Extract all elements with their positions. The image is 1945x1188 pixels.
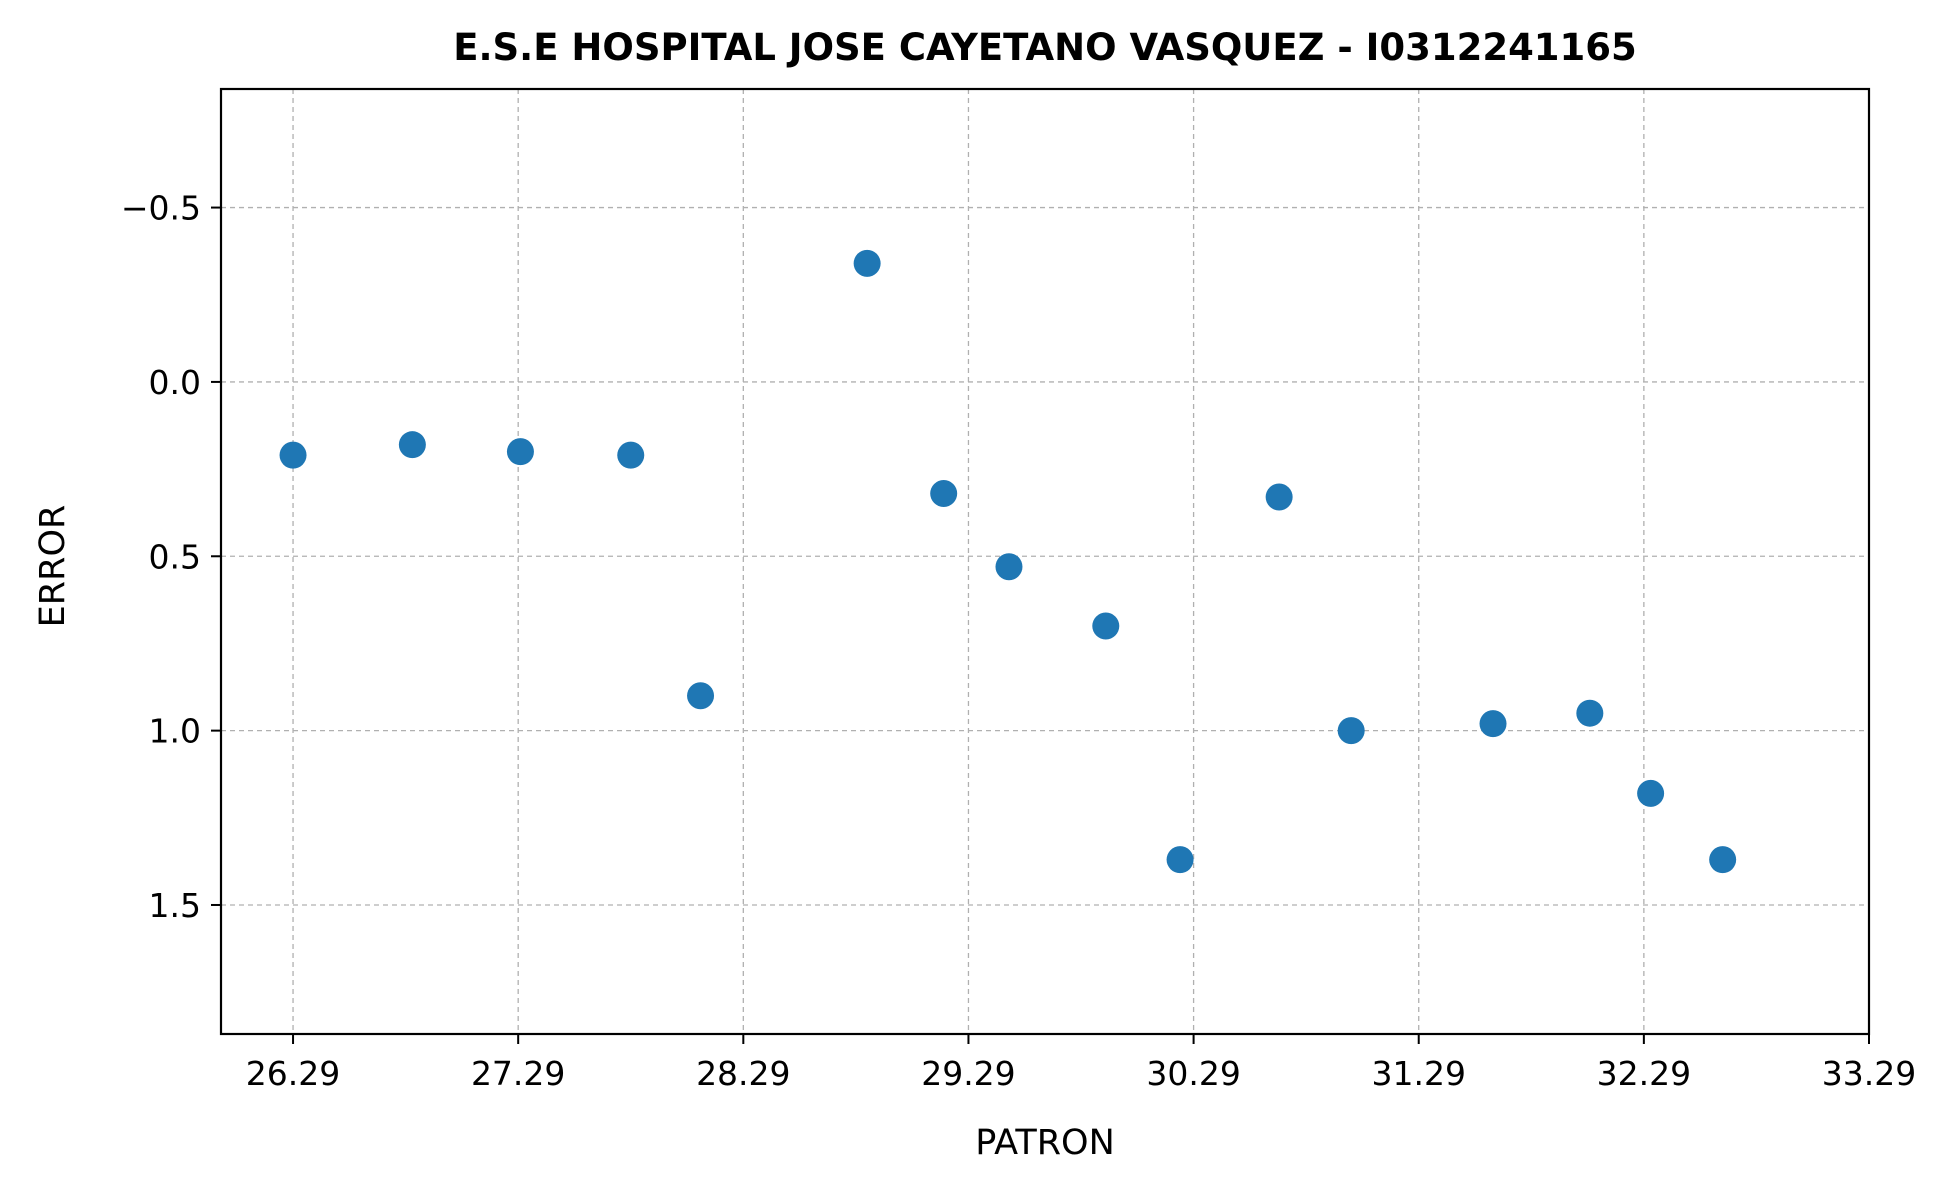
x-tick-label: 28.29 bbox=[696, 1054, 790, 1093]
x-tick-label: 33.29 bbox=[1822, 1054, 1916, 1093]
x-axis: 26.29 27.29 28.29 29.29 30.29 31.29 32.29 33.29 bbox=[246, 1034, 1916, 1093]
x-tick-label: 29.29 bbox=[921, 1054, 1015, 1093]
data-point bbox=[398, 431, 426, 459]
data-point bbox=[1166, 846, 1194, 874]
data-point bbox=[687, 682, 715, 710]
x-tick-label: 32.29 bbox=[1597, 1054, 1691, 1093]
y-tick-label: 1.5 bbox=[149, 886, 201, 925]
data-point bbox=[853, 249, 881, 277]
chart-title: E.S.E HOSPITAL JOSE CAYETANO VASQUEZ - I… bbox=[453, 26, 1637, 69]
data-point bbox=[995, 553, 1023, 581]
data-point bbox=[930, 480, 958, 508]
data-point bbox=[617, 441, 645, 469]
y-tick-label: 0.0 bbox=[149, 363, 201, 402]
x-axis-label: PATRON bbox=[975, 1123, 1115, 1163]
data-point bbox=[1092, 612, 1120, 640]
data-point bbox=[1637, 779, 1665, 807]
x-tick-label: 27.29 bbox=[471, 1054, 565, 1093]
x-tick-label: 30.29 bbox=[1146, 1054, 1240, 1093]
data-point bbox=[506, 438, 534, 466]
x-tick-label: 26.29 bbox=[246, 1054, 340, 1093]
y-tick-label: 0.5 bbox=[149, 537, 201, 576]
x-tick-label: 31.29 bbox=[1371, 1054, 1465, 1093]
y-tick-label: 1.0 bbox=[149, 712, 201, 751]
grid bbox=[221, 89, 1870, 1034]
y-tick-label: −0.5 bbox=[121, 189, 201, 228]
y-axis: −0.5 0.0 0.5 1.0 1.5 bbox=[121, 189, 221, 925]
data-point bbox=[1709, 846, 1737, 874]
data-point bbox=[1337, 717, 1365, 745]
data-point bbox=[1479, 710, 1507, 738]
data-point bbox=[1265, 483, 1293, 511]
data-point bbox=[1576, 699, 1604, 727]
data-point bbox=[279, 441, 307, 469]
plot-frame bbox=[219, 87, 1871, 1036]
y-axis-label: ERROR bbox=[33, 505, 73, 628]
data-points bbox=[279, 249, 1737, 874]
